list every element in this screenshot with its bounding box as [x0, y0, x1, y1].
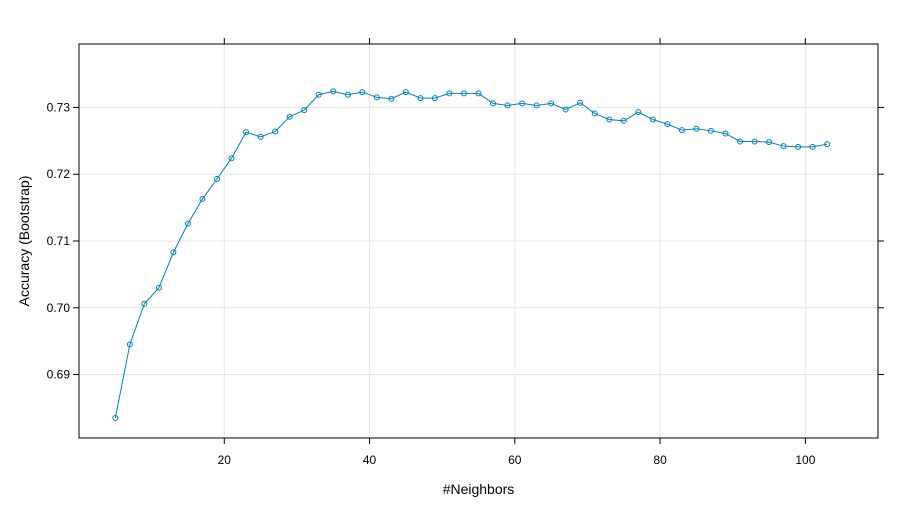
data-point [795, 143, 802, 150]
data-point [722, 130, 729, 137]
tick-labels: 20 40 60 80 100 0.69 0.70 0.71 0.72 0.73 [47, 100, 816, 467]
data-point [620, 117, 627, 124]
data-point [155, 284, 162, 291]
y-tick-label: 0.72 [47, 167, 71, 181]
data-point [736, 138, 743, 145]
y-tick-label: 0.70 [47, 301, 71, 315]
data-point [809, 143, 816, 150]
data-point [214, 175, 221, 182]
data-point [824, 141, 831, 148]
data-point [388, 95, 395, 102]
data-point [766, 139, 773, 146]
data-point [780, 143, 787, 150]
data-point [460, 90, 467, 97]
y-axis-title: Accuracy (Bootstrap) [16, 176, 32, 307]
data-point [533, 102, 540, 109]
data-point [315, 91, 322, 98]
data-point [112, 414, 119, 421]
x-tick-label: 40 [363, 453, 377, 467]
data-point [693, 125, 700, 132]
data-point [446, 90, 453, 97]
data-point [519, 100, 526, 107]
y-tick-label: 0.69 [47, 368, 71, 382]
data-point [577, 99, 584, 106]
data-point [417, 95, 424, 102]
data-point [228, 155, 235, 162]
data-point [591, 110, 598, 117]
data-point [141, 300, 148, 307]
y-tick-label: 0.71 [47, 234, 71, 248]
data-point [562, 106, 569, 113]
data-point [548, 100, 555, 107]
data-point [606, 116, 613, 123]
data-point [286, 113, 293, 120]
axis-ticks [73, 38, 884, 444]
data-point [490, 100, 497, 107]
data-point [504, 102, 511, 109]
data-point [272, 128, 279, 135]
x-axis-title: #Neighbors [443, 481, 515, 497]
data-point [635, 109, 642, 116]
data-point [649, 116, 656, 123]
data-point [402, 89, 409, 96]
data-point [126, 341, 133, 348]
x-tick-label: 80 [653, 453, 667, 467]
data-point [170, 249, 177, 256]
data-point [373, 94, 380, 101]
x-tick-label: 60 [508, 453, 522, 467]
data-point [664, 121, 671, 128]
y-tick-label: 0.73 [47, 100, 71, 114]
data-point [301, 107, 308, 114]
gridlines [79, 44, 878, 438]
data-point [199, 195, 206, 202]
data-point [475, 90, 482, 97]
x-tick-label: 20 [218, 453, 232, 467]
data-point [243, 129, 250, 136]
data-point [257, 133, 264, 140]
data-point [751, 138, 758, 145]
data-point [678, 127, 685, 134]
data-point [431, 95, 438, 102]
x-tick-label: 100 [795, 453, 815, 467]
data-point [359, 89, 366, 96]
data-point [707, 127, 714, 134]
series-group [112, 88, 831, 421]
data-point [344, 91, 351, 98]
data-point [184, 220, 191, 227]
data-point [330, 88, 337, 95]
